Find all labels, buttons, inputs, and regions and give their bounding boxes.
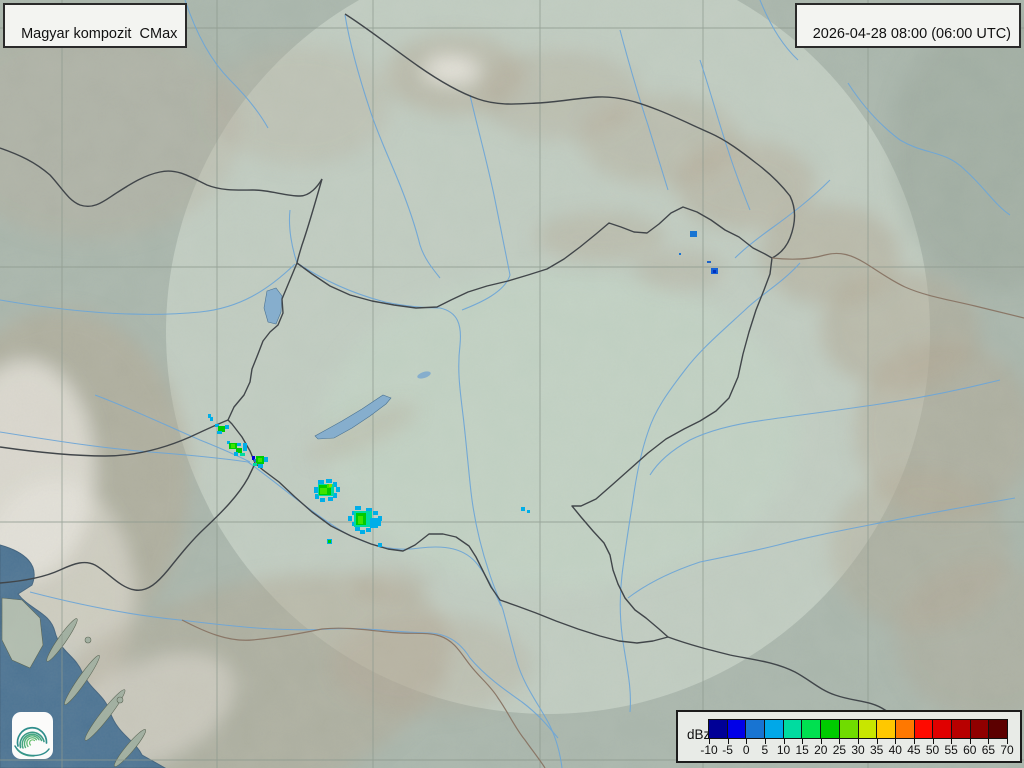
timestamp-box: 2026-04-28 08:00 (06:00 UTC)	[794, 3, 1021, 48]
legend-color-cell	[746, 720, 765, 738]
legend-tick-mark	[764, 739, 766, 744]
legend-tick-label: 15	[795, 743, 809, 757]
echo-cluster-southwest	[314, 479, 530, 547]
legend-tick-label: 65	[981, 743, 996, 757]
logo-box	[12, 712, 53, 759]
legend-tick-mark	[839, 739, 841, 744]
radar-echoes	[208, 231, 718, 547]
legend-tick-label: 55	[944, 743, 958, 757]
legend-tick-label: 10	[776, 743, 791, 757]
legend-tick-mark	[932, 739, 934, 744]
legend-color-cell	[989, 720, 1007, 738]
legend-tick-mark	[727, 739, 729, 744]
legend-color-cell	[858, 720, 877, 738]
lake-velence	[417, 371, 431, 379]
legend-tick-mark	[951, 739, 953, 744]
river-danube-upper	[0, 263, 296, 315]
legend-tick-mark	[746, 739, 748, 744]
legend-color-cell	[970, 720, 989, 738]
river-drava	[0, 431, 502, 607]
legend-tick-mark	[858, 739, 859, 744]
legend-tick-label: 35	[869, 743, 884, 757]
dbz-legend: dBz -10 -5 0 5 10 15 20 25 30 35 40 45 50 55 60 65 70	[676, 710, 1022, 763]
legend-tick-label: 5	[761, 743, 769, 757]
lake-neusiedl	[263, 287, 283, 325]
legend-colorbar	[708, 719, 1008, 739]
legend-color-cell	[709, 720, 727, 738]
legend-tick-label: 60	[963, 743, 977, 757]
meteorological-service-spiral-logo	[14, 727, 50, 757]
legend-tick-mark	[895, 739, 897, 744]
legend-tick-mark	[783, 739, 785, 744]
river-sava	[29, 591, 559, 739]
legend-tick-mark	[709, 739, 710, 744]
legend-color-cell	[895, 720, 914, 738]
legend-tick-label: 0	[742, 743, 750, 757]
legend-tick-mark	[913, 739, 915, 744]
legend-tick-label: 40	[888, 743, 902, 757]
legend-tick-label: 50	[925, 743, 940, 757]
legend-tick-mark	[1007, 739, 1008, 744]
legend-unit-label: dBz	[687, 727, 711, 742]
legend-tick-mark	[802, 739, 804, 744]
legend-tick-mark	[876, 739, 878, 744]
legend-tick-label: -5	[722, 743, 733, 757]
lake-balaton	[314, 394, 392, 440]
timestamp-label: 2026-04-28 08:00 (06:00 UTC)	[812, 26, 1011, 42]
legend-color-cell	[783, 720, 802, 738]
echo-cluster-northeast	[679, 231, 718, 274]
legend-tick-mark	[820, 739, 822, 744]
legend-tick-label: 25	[832, 743, 847, 757]
legend-tick-mark	[969, 739, 971, 744]
product-label: Magyar kompozit CMax	[21, 26, 178, 42]
legend-color-cell	[839, 720, 858, 738]
secondary-borders	[181, 252, 1024, 768]
legend-tick-label: 30	[851, 743, 865, 757]
legend-color-cell	[765, 720, 783, 738]
legend-color-cell	[877, 720, 895, 738]
legend-color-cell	[727, 720, 746, 738]
legend-tick-label: -10	[700, 743, 718, 757]
legend-tick-label: 70	[1000, 743, 1014, 757]
legend-color-cell	[821, 720, 839, 738]
legend-color-cell	[802, 720, 821, 738]
legend-color-cell	[951, 720, 970, 738]
legend-color-cell	[933, 720, 951, 738]
river-tisza	[619, 262, 801, 713]
legend-tick-mark	[988, 739, 990, 744]
lakes	[263, 287, 431, 440]
echo-cluster-west	[208, 414, 268, 468]
legend-tick-label: 20	[814, 743, 828, 757]
legend-color-cell	[914, 720, 933, 738]
legend-tick-label: 45	[907, 743, 921, 757]
product-label-box: Magyar kompozit CMax	[3, 3, 188, 48]
